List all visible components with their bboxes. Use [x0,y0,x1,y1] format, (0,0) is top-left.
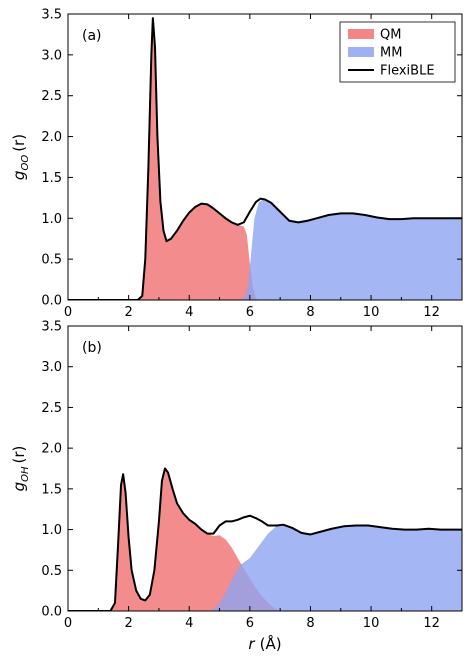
series-qm-area [68,18,259,300]
plot-frame [67,13,463,301]
y-tick-label: 3.0 [41,48,62,63]
y-tick-label: 1.5 [41,171,62,186]
y-tick-label: 0.0 [41,294,62,309]
x-tick-label: 12 [423,305,440,320]
x-tick-label: 2 [124,305,132,320]
series-flexible-line [68,467,462,611]
y-tick-label: 3.5 [41,8,62,23]
panel-label: (b) [82,340,102,356]
series-flexible-line [68,17,462,300]
x-tick-label: 8 [306,305,314,320]
x-tick-label: 0 [64,305,72,320]
x-tick-label: 4 [185,305,193,320]
y-axis-label-sub: OO [20,155,31,171]
x-tick-label: 0 [64,616,72,631]
y-tick-label: 0.5 [41,253,62,268]
x-axis-label: r (Å) [248,634,281,653]
y-tick-label: 2.5 [41,89,62,104]
x-tick-label: 4 [185,616,193,631]
series-mm-area [210,524,462,611]
y-axis-label-suffix: (r) [10,134,28,152]
y-axis-label-suffix: (r) [10,446,28,464]
x-tick-label: 6 [246,305,254,320]
y-tick-label: 0.5 [41,564,62,579]
y-tick-label: 2.0 [41,442,62,457]
y-tick-label: 3.5 [41,320,62,335]
y-tick-label: 1.0 [41,212,62,227]
x-tick-label: 2 [124,616,132,631]
x-tick-label: 10 [363,305,380,320]
y-tick-label: 3.0 [41,360,62,375]
y-tick-label: 1.0 [41,523,62,538]
series-mm-area [240,198,462,300]
plot-area [68,467,462,611]
y-axis-label: gOO (r) [10,134,31,180]
legend-swatch-mm [348,47,374,57]
panel-oo: 0 2 4 6 8 10 12 0.0 0.5 1.0 1.5 2.0 2.5 3.0 3.5 (a) gOO (… [10,8,463,320]
x-tick-label: 12 [423,616,440,631]
y-axis-label: gOH (r) [10,446,31,492]
y-axis-label-sub: OH [20,466,31,482]
y-tick-label: 0.0 [41,605,62,620]
legend-label-qm: QM [380,28,401,43]
x-axis-label-main: r [248,635,255,653]
x-axis-label-suffix: (Å) [260,634,282,653]
legend-label-mm: MM [380,46,402,61]
legend-label-flexible: FlexiBLE [380,64,435,79]
y-axis-label-main: g [10,482,28,492]
y-tick-label: 2.0 [41,130,62,145]
y-axis-label-main: g [10,171,28,181]
x-tick-label: 10 [363,616,380,631]
panel-oh: 0 2 4 6 8 10 12 0.0 0.5 1.0 1.5 2.0 2.5 3.0 3.5 (b) gOH (… [10,320,463,653]
y-tick-label: 1.5 [41,482,62,497]
x-tick-label: 6 [246,616,254,631]
legend-swatch-qm [348,29,374,39]
plot-area [68,17,462,300]
panel-label: (a) [82,28,102,44]
plot-frame [67,325,463,612]
x-tick-label: 8 [306,616,314,631]
y-tick-label: 2.5 [41,401,62,416]
